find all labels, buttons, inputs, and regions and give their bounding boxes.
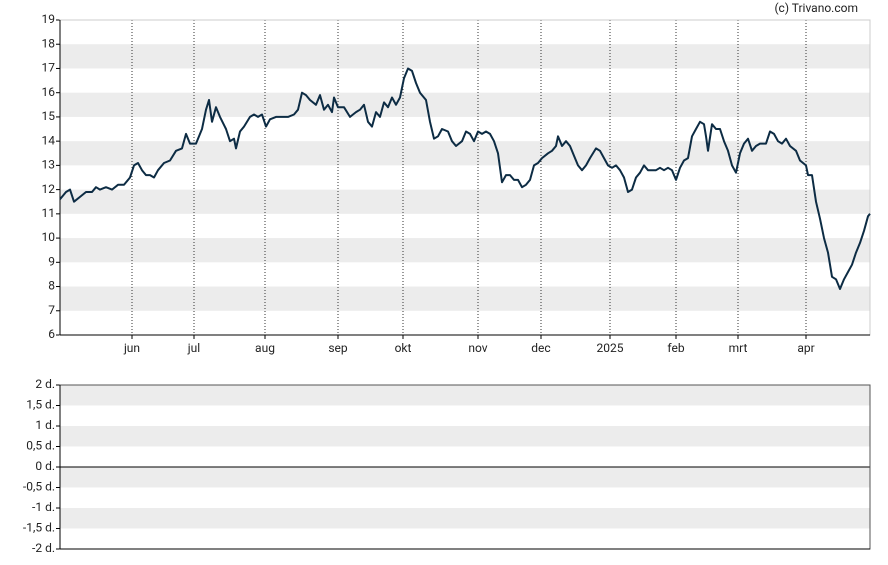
x-tick-label: jul [187,341,200,355]
x-tick-label: aug [255,341,275,355]
y-tick-label: 15 [42,109,56,123]
y-tick-label: 7 [48,303,55,317]
x-tick-label: nov [468,341,487,355]
y-tick-label: 0 d. [35,459,55,473]
grid-band [60,467,870,488]
y-tick-label: 17 [42,61,56,75]
y-tick-label: 0,5 d. [26,439,55,453]
grid-band [60,92,870,117]
y-tick-label: 12 [42,182,56,196]
x-tick-label: sep [328,341,348,355]
x-tick-label: okt [395,341,412,355]
y-tick-label: 10 [42,230,56,244]
x-tick-label: apr [797,341,814,355]
y-tick-label: 11 [42,206,56,220]
y-tick-label: -1,5 d. [23,521,55,535]
grid-band [60,508,870,529]
grid-band [60,286,870,311]
y-tick-label: 19 [42,12,56,26]
grid-band [60,44,870,69]
y-tick-label: 9 [48,254,55,268]
grid-band [60,189,870,214]
y-tick-label: -0,5 d. [23,480,55,494]
y-tick-label: 13 [42,158,56,172]
credit: (c) Trivano.com [774,1,858,15]
price-line [59,67,871,290]
y-tick-label: 6 [48,327,55,341]
y-tick-label: 18 [42,36,56,50]
y-tick-label: 16 [42,85,56,99]
x-tick-label: feb [667,341,684,355]
x-tick-label: jun [123,341,140,355]
x-tick-label: mrt [729,341,748,355]
y-tick-label: -1 d. [32,500,55,514]
y-tick-label: 14 [42,133,56,147]
y-tick-label: 2 d. [35,377,55,391]
grid-band [60,426,870,447]
y-tick-label: 8 [48,279,55,293]
grid-band [60,141,870,166]
y-tick-label: 1 d. [35,418,55,432]
grid-band [60,385,870,406]
y-tick-label: -2 d. [32,541,55,555]
x-tick-label: 2025 [597,341,624,355]
y-tick-label: 1,5 d. [26,398,55,412]
x-tick-label: dec [531,341,550,355]
grid-band [60,238,870,263]
